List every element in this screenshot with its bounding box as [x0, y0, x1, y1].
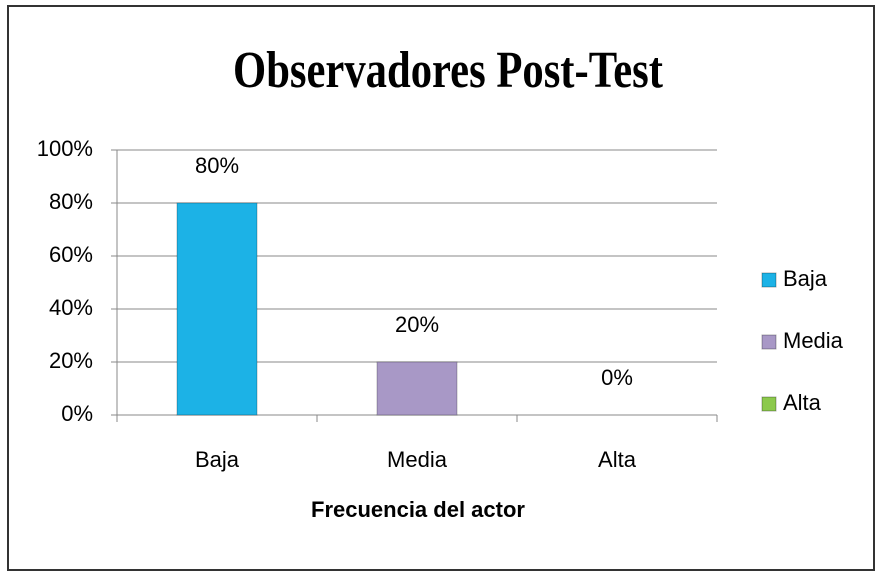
y-tick-label: 60%	[49, 242, 93, 267]
value-label: 20%	[395, 312, 439, 337]
legend-label: Media	[783, 328, 844, 353]
value-label: 80%	[195, 153, 239, 178]
x-tick-label: Baja	[195, 447, 240, 472]
legend-swatch	[761, 334, 777, 350]
chart-title: Observadores Post-Test	[233, 42, 663, 99]
chart-frame	[7, 5, 875, 571]
x-axis-label: Frecuencia del actor	[311, 497, 525, 522]
legend-label: Baja	[783, 266, 828, 291]
y-tick-label: 40%	[49, 295, 93, 320]
y-tick-label: 20%	[49, 348, 93, 373]
value-label: 0%	[601, 365, 633, 390]
bar	[376, 361, 458, 416]
legend-label: Alta	[783, 390, 822, 415]
legend-swatch	[761, 272, 777, 288]
bar	[176, 202, 258, 416]
x-tick-label: Alta	[598, 447, 637, 472]
x-tick-label: Media	[387, 447, 448, 472]
y-tick-label: 80%	[49, 189, 93, 214]
y-tick-label: 100%	[37, 136, 93, 161]
legend-swatch	[761, 396, 777, 412]
y-tick-label: 0%	[61, 401, 93, 426]
